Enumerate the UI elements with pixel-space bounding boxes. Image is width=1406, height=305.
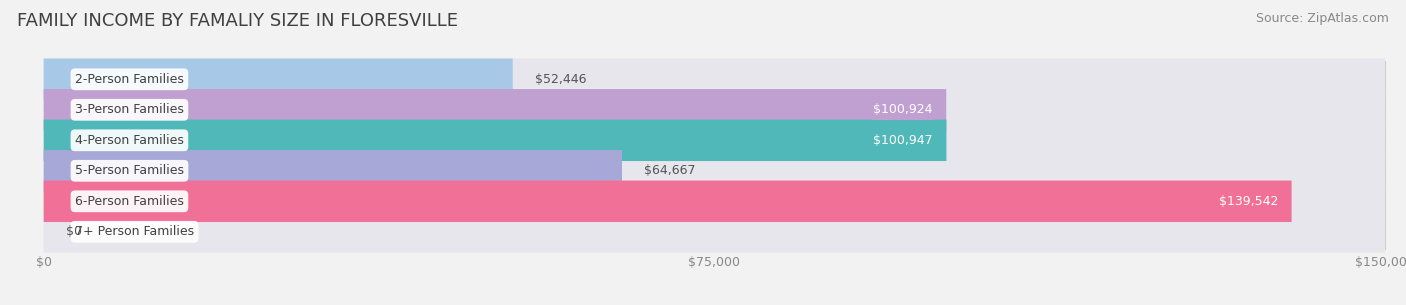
Text: 2-Person Families: 2-Person Families: [75, 73, 184, 86]
FancyBboxPatch shape: [44, 59, 1385, 100]
FancyBboxPatch shape: [44, 150, 1385, 192]
Text: $139,542: $139,542: [1219, 195, 1278, 208]
FancyBboxPatch shape: [44, 89, 946, 131]
Text: $0: $0: [66, 225, 82, 238]
Text: 7+ Person Families: 7+ Person Families: [75, 225, 194, 238]
Text: $100,924: $100,924: [873, 103, 932, 116]
Text: $52,446: $52,446: [536, 73, 586, 86]
Text: $64,667: $64,667: [644, 164, 696, 177]
Text: $100,947: $100,947: [873, 134, 934, 147]
Text: FAMILY INCOME BY FAMALIY SIZE IN FLORESVILLE: FAMILY INCOME BY FAMALIY SIZE IN FLORESV…: [17, 12, 458, 30]
Text: Source: ZipAtlas.com: Source: ZipAtlas.com: [1256, 12, 1389, 25]
FancyBboxPatch shape: [44, 181, 1385, 222]
FancyBboxPatch shape: [44, 120, 1385, 161]
FancyBboxPatch shape: [44, 150, 621, 192]
FancyBboxPatch shape: [44, 89, 1385, 131]
FancyBboxPatch shape: [44, 120, 946, 161]
Text: 5-Person Families: 5-Person Families: [75, 164, 184, 177]
Text: 6-Person Families: 6-Person Families: [75, 195, 184, 208]
Text: 3-Person Families: 3-Person Families: [75, 103, 184, 116]
FancyBboxPatch shape: [44, 59, 513, 100]
Text: 4-Person Families: 4-Person Families: [75, 134, 184, 147]
FancyBboxPatch shape: [44, 181, 1292, 222]
FancyBboxPatch shape: [44, 211, 1385, 253]
